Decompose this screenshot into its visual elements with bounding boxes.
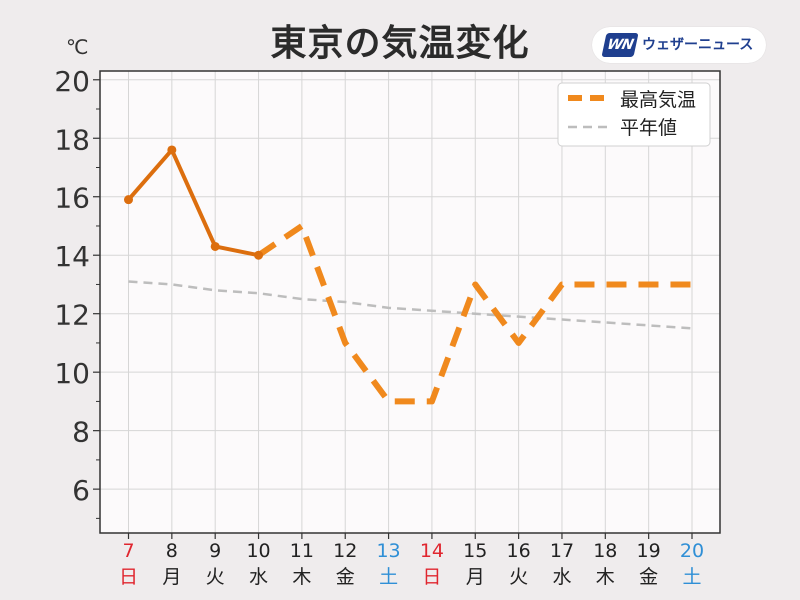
logo-text: ウェザーニュース bbox=[642, 37, 754, 53]
x-tick-label-weekday: 月 bbox=[466, 566, 485, 588]
x-tick-label-day: 19 bbox=[637, 540, 661, 562]
y-tick-label: 6 bbox=[72, 474, 90, 507]
x-tick-label-day: 16 bbox=[507, 540, 531, 562]
x-tick-label-day: 17 bbox=[550, 540, 574, 562]
plot-frame bbox=[99, 70, 721, 534]
x-tick-label-weekday: 土 bbox=[682, 566, 701, 588]
x-tick-label-day: 8 bbox=[166, 540, 178, 562]
series-max-observed-line bbox=[126, 147, 261, 258]
x-tick-label-day: 10 bbox=[246, 540, 270, 562]
x-tick-label-weekday: 木 bbox=[292, 566, 311, 588]
x-tick-label-weekday: 日 bbox=[422, 566, 441, 588]
x-tick-label-weekday: 火 bbox=[206, 566, 225, 588]
page-title: 東京の気温変化 bbox=[270, 23, 530, 64]
legend-max-label: 最高気温 bbox=[620, 89, 696, 111]
x-tick-label-day: 13 bbox=[376, 540, 400, 562]
x-tick-label-day: 9 bbox=[209, 540, 221, 562]
series-max-point bbox=[210, 241, 220, 251]
series-group bbox=[124, 145, 693, 405]
x-tick-label-day: 14 bbox=[420, 540, 444, 562]
series-max-forecast-line bbox=[256, 222, 692, 405]
y-tick-label: 10 bbox=[54, 357, 90, 390]
x-tick-label-weekday: 水 bbox=[249, 566, 268, 588]
legend-normal-label: 平年値 bbox=[620, 117, 677, 139]
weathernews-logo: WN ウェザーニュース bbox=[592, 27, 766, 63]
series-max-point bbox=[124, 195, 133, 205]
x-tick-label-weekday: 金 bbox=[639, 566, 658, 588]
x-tick-label-day: 12 bbox=[333, 540, 357, 562]
x-tick-label-weekday: 木 bbox=[596, 566, 615, 588]
x-tick-label-weekday: 月 bbox=[162, 566, 181, 588]
series-normal-line bbox=[128, 280, 693, 330]
series-max-point bbox=[167, 145, 177, 155]
x-tick-label-weekday: 水 bbox=[552, 566, 571, 588]
y-tick-label: 20 bbox=[54, 65, 90, 98]
x-tick-label-weekday: 土 bbox=[379, 566, 398, 588]
y-tick-label: 18 bbox=[54, 123, 90, 156]
x-tick-label-day: 20 bbox=[680, 540, 704, 562]
x-tick-label-day: 18 bbox=[593, 540, 617, 562]
y-axis-unit: ℃ bbox=[66, 35, 88, 59]
x-tick-label-weekday: 火 bbox=[509, 566, 528, 588]
series-max-point bbox=[254, 250, 264, 260]
plot-area bbox=[100, 71, 720, 533]
x-tick-label-weekday: 日 bbox=[119, 566, 138, 588]
axes: 68101214161820℃7日8月9火10水11木12金13土14日15月1… bbox=[54, 35, 721, 588]
y-tick-label: 16 bbox=[54, 182, 90, 215]
x-tick-label-weekday: 金 bbox=[336, 566, 355, 588]
x-tick-label-day: 7 bbox=[122, 540, 134, 562]
x-tick-label-day: 11 bbox=[290, 540, 314, 562]
y-tick-label: 12 bbox=[54, 299, 90, 332]
x-tick-label-day: 15 bbox=[463, 540, 487, 562]
y-tick-label: 8 bbox=[72, 416, 90, 449]
y-tick-label: 14 bbox=[54, 240, 90, 273]
